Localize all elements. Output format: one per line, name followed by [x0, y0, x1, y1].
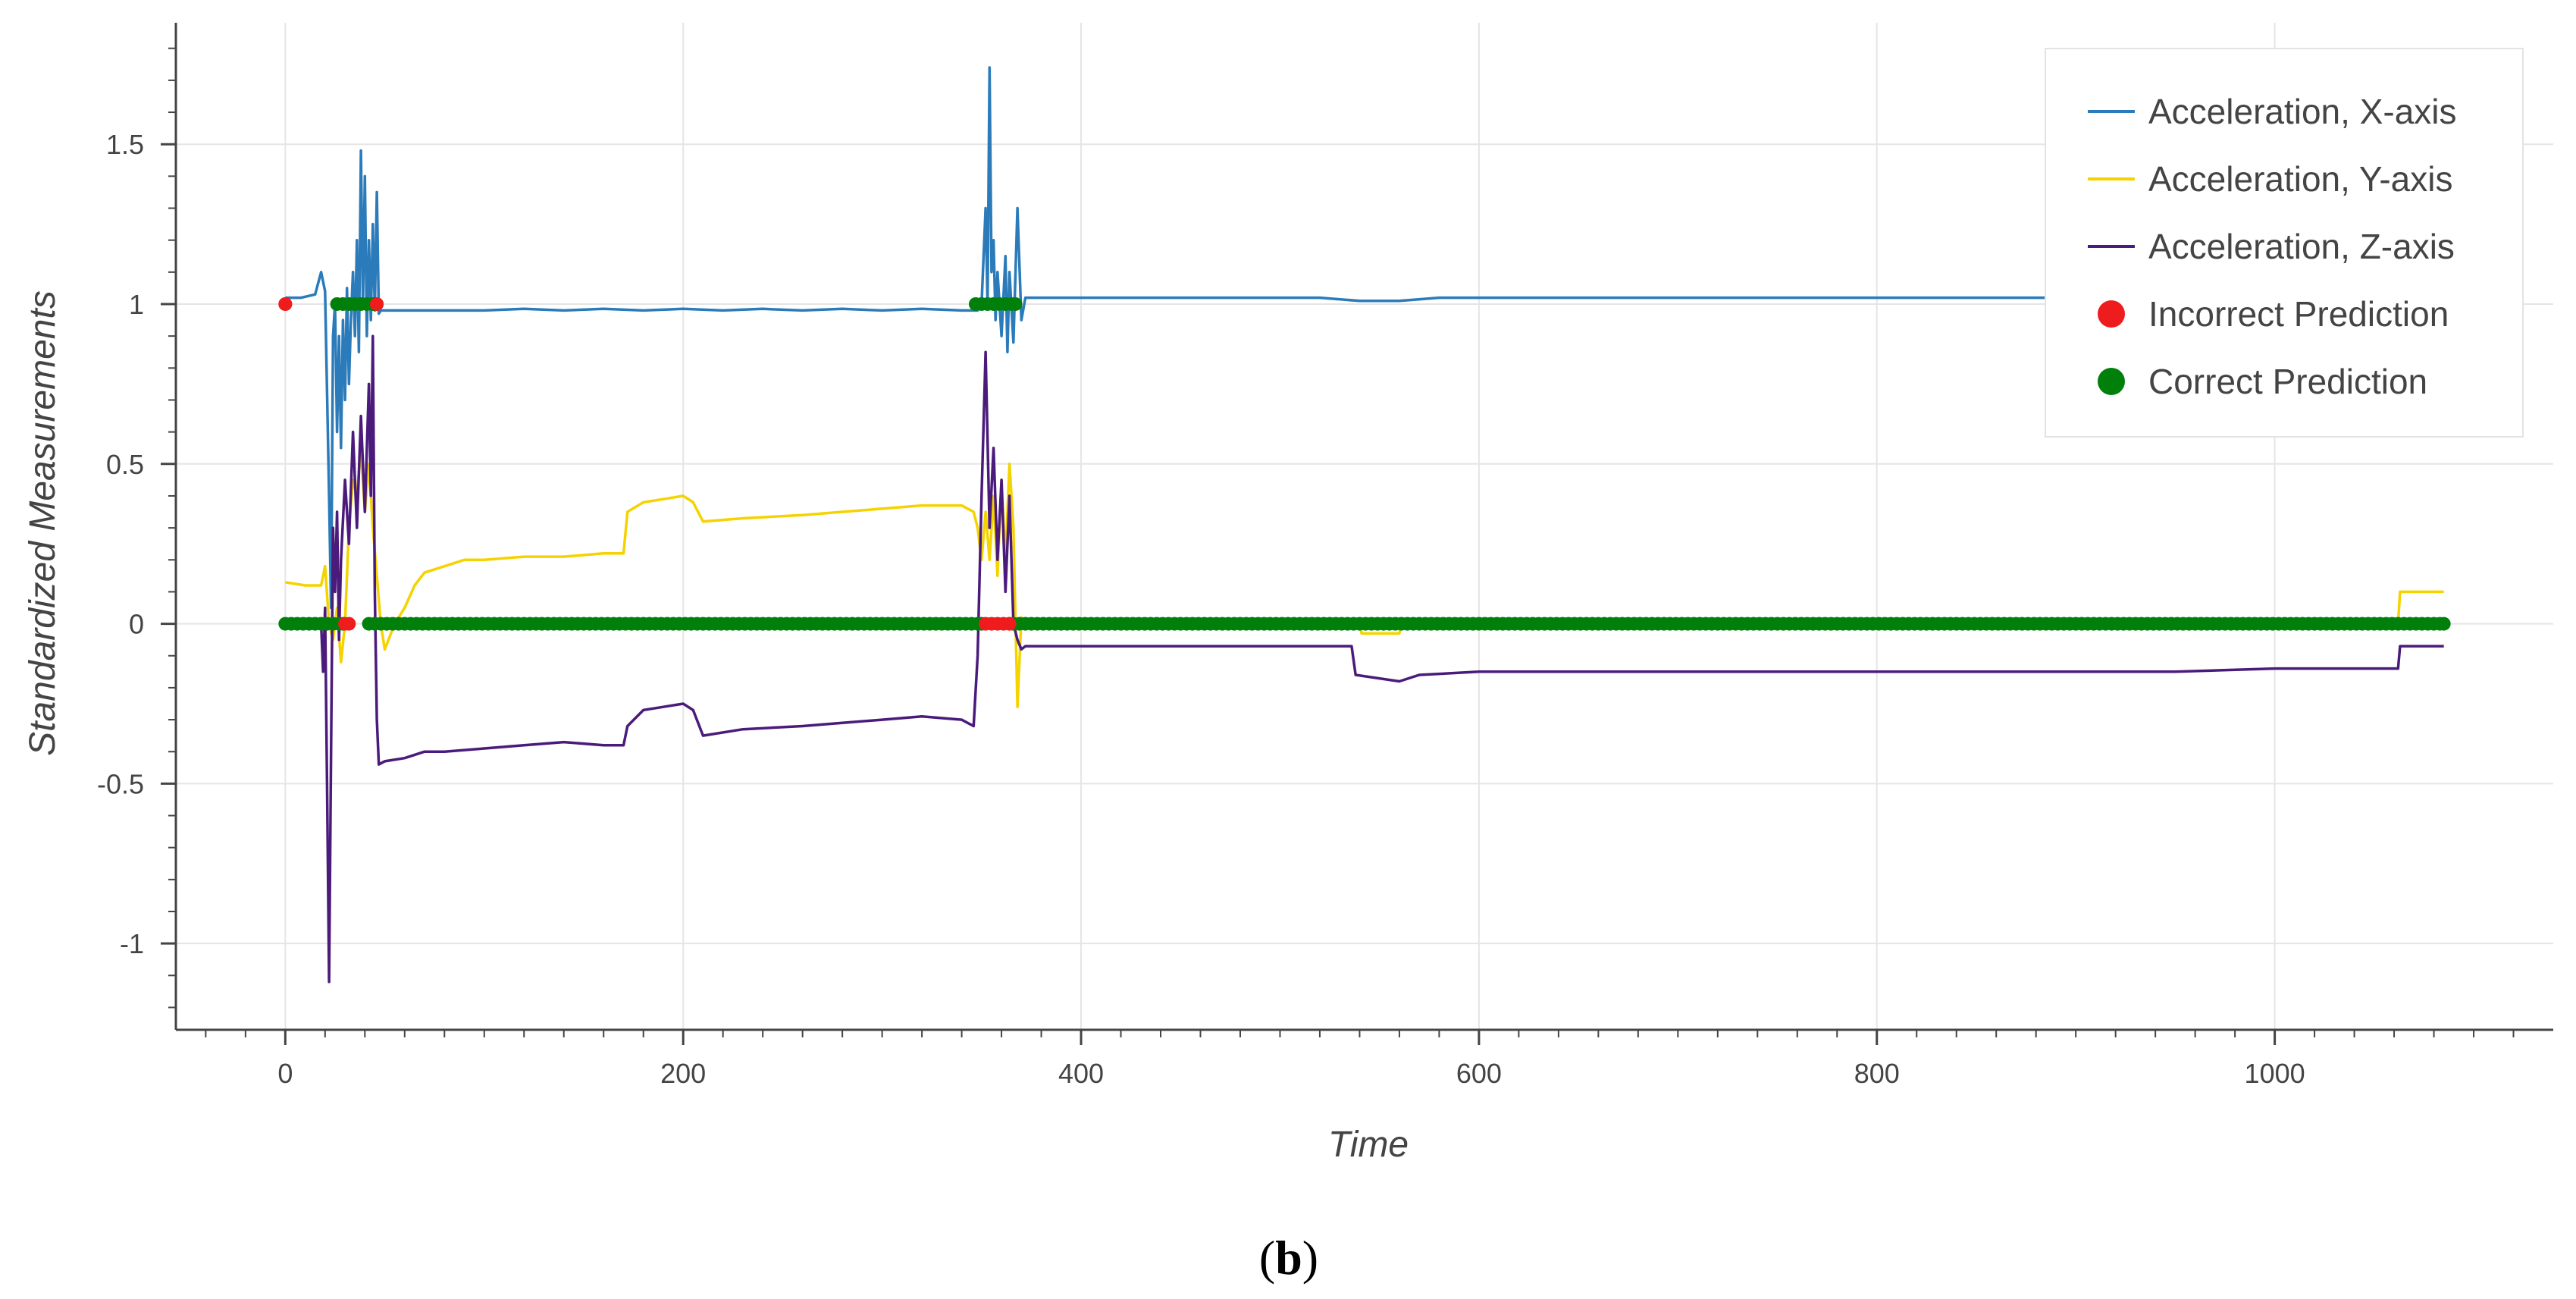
markers-3	[278, 297, 1017, 631]
prediction-point	[1002, 617, 1017, 631]
prediction-point	[342, 617, 356, 631]
panel-label-close: )	[1302, 1231, 1318, 1285]
legend-label: Correct Prediction	[2148, 362, 2427, 401]
y-tick-label: 0	[129, 609, 144, 640]
legend-item: Acceleration, Z-axis	[2088, 227, 2455, 266]
legend-dot-swatch	[2098, 300, 2125, 328]
x-tick-label: 1000	[2245, 1058, 2305, 1089]
axes: 0 200 400 600 800 1000 -1 -0.5 0 0.5 1 1.5	[97, 23, 2553, 1089]
y-axis-title: Standardized Measurements	[23, 290, 63, 756]
x-tick-label: 200	[660, 1058, 706, 1089]
panel-label-letter: b	[1275, 1231, 1302, 1285]
legend-item: Incorrect Prediction	[2098, 294, 2449, 334]
legend-item: Acceleration, Y-axis	[2088, 159, 2452, 199]
legend-box	[2045, 48, 2524, 438]
x-tick-label: 400	[1058, 1058, 1104, 1089]
prediction-point	[1008, 297, 1023, 311]
legend-label: Acceleration, X-axis	[2148, 92, 2457, 131]
legend-item: Acceleration, X-axis	[2088, 92, 2457, 131]
legend-label: Incorrect Prediction	[2148, 294, 2449, 334]
x-tick-label: 800	[1854, 1058, 1900, 1089]
series-0	[285, 66, 2046, 610]
x-tick-label: 0	[277, 1058, 293, 1089]
prediction-point	[278, 297, 293, 311]
prediction-point	[370, 297, 384, 311]
x-axis-title: Time	[1328, 1125, 1409, 1165]
y-tick-label: 1.5	[106, 129, 144, 160]
legend: Acceleration, X-axis Acceleration, Y-axis…	[2045, 48, 2524, 438]
legend-dot-swatch	[2098, 368, 2125, 395]
prediction-point	[2437, 617, 2451, 631]
panel-label-open: (	[1259, 1231, 1275, 1285]
plot-series	[278, 66, 2451, 984]
legend-item: Correct Prediction	[2098, 362, 2427, 401]
y-tick-label: 1	[129, 289, 144, 320]
series-line	[285, 66, 2046, 610]
panel-label: (b)	[1259, 1231, 1318, 1285]
legend-label: Acceleration, Y-axis	[2148, 159, 2452, 199]
x-tick-label: 600	[1456, 1058, 1502, 1089]
series-2	[285, 334, 2444, 984]
y-tick-label: -0.5	[97, 768, 144, 799]
series-line	[285, 334, 2444, 984]
y-tick-label: 0.5	[106, 449, 144, 480]
markers-4	[278, 297, 2451, 631]
y-tick-label: -1	[120, 928, 144, 959]
legend-label: Acceleration, Z-axis	[2148, 227, 2455, 266]
